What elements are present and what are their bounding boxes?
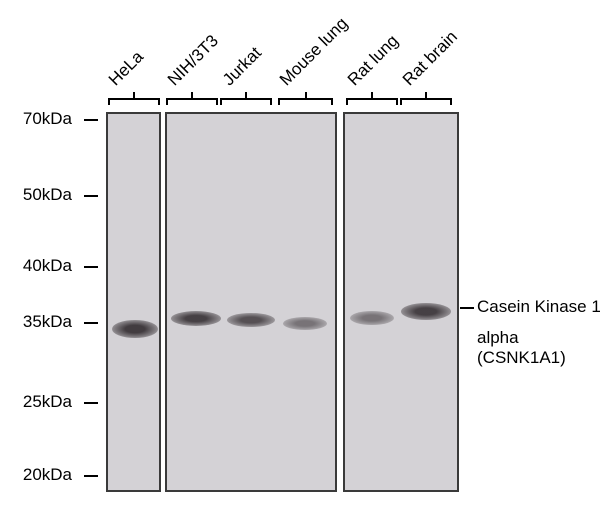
protein-label-line1: Casein Kinase 1 [477, 297, 601, 317]
protein-band [112, 320, 158, 338]
lane-bracket [220, 98, 272, 106]
mw-tick [84, 195, 98, 197]
mw-label: 35kDa [23, 312, 72, 332]
protein-band [350, 311, 394, 325]
sample-label-jurkat: Jurkat [219, 43, 266, 90]
gel-panel [165, 112, 337, 492]
mw-label: 70kDa [23, 109, 72, 129]
mw-label: 50kDa [23, 185, 72, 205]
western-blot-figure: HeLa NIH/3T3 Jurkat Mouse lung Rat lung … [0, 0, 608, 515]
protein-label-tick [460, 307, 474, 309]
protein-label-line2: alpha (CSNK1A1) [477, 328, 608, 368]
sample-label-rat-brain: Rat brain [399, 27, 462, 90]
sample-label-nih3t3: NIH/3T3 [164, 31, 223, 90]
gel-panel [106, 112, 161, 492]
mw-tick [84, 475, 98, 477]
mw-tick [84, 322, 98, 324]
mw-label: 40kDa [23, 256, 72, 276]
mw-label: 25kDa [23, 392, 72, 412]
protein-band [283, 317, 327, 330]
lane-bracket [278, 98, 333, 106]
sample-label-rat-lung: Rat lung [344, 31, 403, 90]
mw-label: 20kDa [23, 465, 72, 485]
lane-bracket [346, 98, 398, 106]
mw-tick [84, 119, 98, 121]
gel-panel [343, 112, 459, 492]
protein-band [171, 311, 221, 326]
lane-bracket [108, 98, 160, 106]
lane-bracket [166, 98, 218, 106]
mw-tick [84, 402, 98, 404]
sample-label-mouse-lung: Mouse lung [276, 14, 352, 90]
sample-label-hela: HeLa [105, 47, 148, 90]
molecular-weight-labels: 70kDa 50kDa 40kDa 35kDa 25kDa 20kDa [0, 0, 96, 515]
blot-area [106, 112, 460, 492]
lane-bracket [400, 98, 452, 106]
protein-band [227, 313, 275, 327]
mw-tick [84, 266, 98, 268]
protein-band [401, 303, 451, 320]
